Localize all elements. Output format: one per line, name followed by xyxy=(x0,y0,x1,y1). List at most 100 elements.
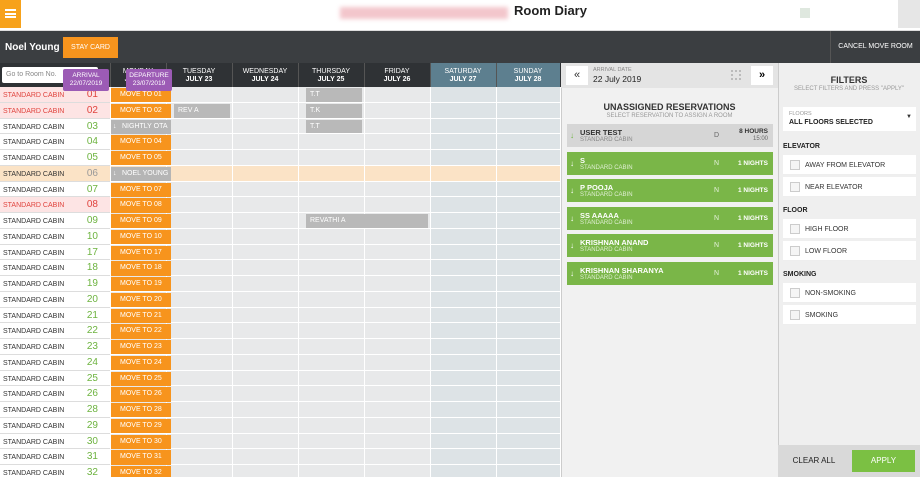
day-cell[interactable] xyxy=(496,354,560,371)
calendar-icon[interactable] xyxy=(731,70,741,80)
day-cell[interactable] xyxy=(364,433,430,450)
day-cell[interactable] xyxy=(364,102,430,119)
move-button[interactable]: MOVE TO 21 xyxy=(111,308,171,323)
day-cell[interactable] xyxy=(496,276,560,292)
day-cell[interactable] xyxy=(166,87,232,103)
day-cell[interactable] xyxy=(496,213,560,229)
move-button[interactable]: MOVE TO 04 xyxy=(111,135,171,150)
day-cell[interactable] xyxy=(430,291,496,308)
move-button[interactable]: MOVE TO 10 xyxy=(111,229,171,244)
day-cell[interactable] xyxy=(364,276,430,292)
day-cell[interactable] xyxy=(430,197,496,213)
day-cell[interactable] xyxy=(364,197,430,213)
day-cell[interactable] xyxy=(232,433,298,450)
day-cell[interactable] xyxy=(298,165,364,182)
day-cell[interactable] xyxy=(496,244,560,261)
day-cell[interactable] xyxy=(166,339,232,355)
day-cell[interactable] xyxy=(430,228,496,245)
day-cell[interactable] xyxy=(430,118,496,135)
day-cell[interactable] xyxy=(430,449,496,465)
day-cell[interactable] xyxy=(232,386,298,402)
day-cell[interactable] xyxy=(298,465,364,477)
day-cell[interactable] xyxy=(364,150,430,166)
move-button[interactable]: MOVE TO 29 xyxy=(111,418,171,433)
day-cell[interactable] xyxy=(298,386,364,402)
day-cell[interactable] xyxy=(166,323,232,339)
booking[interactable]: REVATHI A xyxy=(306,214,428,228)
floors-dropdown[interactable] xyxy=(783,107,916,131)
day-cell[interactable] xyxy=(364,260,430,276)
day-cell[interactable] xyxy=(166,244,232,261)
move-button[interactable]: MOVE TO 26 xyxy=(111,387,171,402)
day-cell[interactable] xyxy=(166,417,232,434)
day-cell[interactable] xyxy=(496,386,560,402)
reservation-card[interactable] xyxy=(567,179,773,203)
pulse-button[interactable] xyxy=(898,0,920,28)
day-cell[interactable] xyxy=(496,197,560,213)
day-cell[interactable] xyxy=(166,370,232,387)
stay-card-button[interactable]: STAY CARD xyxy=(63,37,118,58)
day-cell[interactable] xyxy=(166,402,232,418)
day-cell[interactable] xyxy=(166,165,232,182)
booking[interactable]: T.T xyxy=(306,88,362,102)
filter-option[interactable] xyxy=(783,219,916,239)
move-button[interactable]: MOVE TO 22 xyxy=(111,324,171,339)
day-cell[interactable] xyxy=(298,150,364,166)
day-cell[interactable] xyxy=(166,181,232,198)
filter-option[interactable] xyxy=(783,177,916,197)
day-cell[interactable] xyxy=(232,244,298,261)
move-button[interactable]: MOVE TO 28 xyxy=(111,403,171,418)
reservation-card[interactable] xyxy=(567,124,773,147)
day-cell[interactable] xyxy=(364,465,430,477)
day-cell[interactable] xyxy=(430,307,496,324)
day-cell[interactable] xyxy=(166,134,232,150)
prev-button[interactable]: « xyxy=(566,66,588,85)
day-cell[interactable] xyxy=(364,118,430,135)
day-cell[interactable] xyxy=(364,370,430,387)
cancel-move-button[interactable]: CANCEL MOVE ROOM xyxy=(830,31,920,63)
day-cell[interactable] xyxy=(430,134,496,150)
day-cell[interactable] xyxy=(166,213,232,229)
day-cell[interactable] xyxy=(298,307,364,324)
day-cell[interactable] xyxy=(298,339,364,355)
filter-option[interactable] xyxy=(783,155,916,175)
day-cell[interactable] xyxy=(166,291,232,308)
day-cell[interactable] xyxy=(232,307,298,324)
checkbox[interactable] xyxy=(790,182,800,192)
day-cell[interactable] xyxy=(430,465,496,477)
move-button[interactable]: MOVE TO 17 xyxy=(111,245,171,260)
move-button[interactable]: NOEL YOUNG xyxy=(111,166,171,181)
filter-option[interactable] xyxy=(783,283,916,303)
day-cell[interactable] xyxy=(496,260,560,276)
move-button[interactable]: MOVE TO 25 xyxy=(111,371,171,386)
day-cell[interactable] xyxy=(232,260,298,276)
day-cell[interactable] xyxy=(496,417,560,434)
move-button[interactable]: MOVE TO 23 xyxy=(111,340,171,355)
checkbox[interactable] xyxy=(790,160,800,170)
day-cell[interactable] xyxy=(496,87,560,103)
day-cell[interactable] xyxy=(496,339,560,355)
day-cell[interactable] xyxy=(364,244,430,261)
day-cell[interactable] xyxy=(298,417,364,434)
day-cell[interactable] xyxy=(298,181,364,198)
checkbox[interactable] xyxy=(790,246,800,256)
day-cell[interactable] xyxy=(232,276,298,292)
day-cell[interactable] xyxy=(364,386,430,402)
filter-option[interactable] xyxy=(783,241,916,261)
day-cell[interactable] xyxy=(496,402,560,418)
day-cell[interactable] xyxy=(496,102,560,119)
day-cell[interactable] xyxy=(364,323,430,339)
day-cell[interactable] xyxy=(232,102,298,119)
booking[interactable]: T.T xyxy=(306,119,362,134)
day-cell[interactable] xyxy=(364,228,430,245)
day-cell[interactable] xyxy=(364,354,430,371)
day-cell[interactable] xyxy=(232,213,298,229)
move-button[interactable]: NIGHTLY OTA xyxy=(111,119,171,134)
day-cell[interactable] xyxy=(232,87,298,103)
day-cell[interactable] xyxy=(232,402,298,418)
reservation-card[interactable] xyxy=(567,234,773,258)
day-cell[interactable] xyxy=(232,370,298,387)
move-button[interactable]: MOVE TO 32 xyxy=(111,466,171,477)
day-cell[interactable] xyxy=(496,465,560,477)
day-cell[interactable] xyxy=(496,291,560,308)
